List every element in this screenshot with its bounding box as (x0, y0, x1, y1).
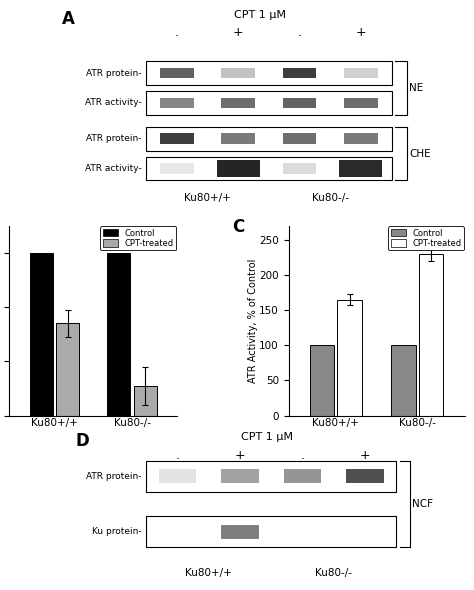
Text: A: A (62, 10, 75, 28)
Bar (146, 91, 392, 114)
Bar (146, 157, 392, 181)
Bar (158, 470, 196, 483)
Bar (134, 386, 157, 524)
Legend: Control, CPT-treated: Control, CPT-treated (388, 226, 464, 250)
Text: ATR activity-: ATR activity- (85, 99, 141, 107)
Bar (160, 97, 193, 108)
Bar (283, 97, 317, 108)
Bar (283, 163, 317, 174)
Bar (221, 470, 259, 483)
Text: D: D (75, 432, 89, 450)
Bar (160, 133, 193, 144)
Bar (344, 133, 378, 144)
Text: C: C (232, 218, 245, 236)
Bar (146, 127, 392, 150)
Bar (30, 253, 53, 524)
Bar (344, 68, 378, 78)
Bar (283, 470, 321, 483)
Text: ATR activity-: ATR activity- (85, 164, 141, 173)
Bar (391, 345, 416, 415)
Bar (217, 160, 260, 177)
Bar (283, 68, 317, 78)
Text: Ku80+/+: Ku80+/+ (185, 568, 232, 578)
Text: .: . (298, 27, 301, 40)
Text: .: . (175, 448, 179, 461)
Bar (344, 97, 378, 108)
Text: Ku80+/+: Ku80+/+ (184, 193, 231, 203)
Text: ATR protein-: ATR protein- (86, 68, 141, 78)
Bar (160, 68, 193, 78)
Bar (419, 254, 443, 415)
Bar (160, 163, 193, 174)
Bar (221, 133, 255, 144)
Legend: Control, CPT-treated: Control, CPT-treated (100, 226, 176, 250)
Bar (221, 525, 259, 539)
Bar (146, 516, 396, 547)
Text: ATR protein-: ATR protein- (86, 472, 141, 481)
Text: NE: NE (409, 83, 423, 93)
Bar (107, 253, 130, 524)
Text: +: + (233, 27, 244, 40)
Text: CHE: CHE (409, 149, 431, 159)
Text: CPT 1 μM: CPT 1 μM (234, 10, 286, 20)
Text: +: + (235, 448, 245, 461)
Bar (346, 470, 384, 483)
Bar (283, 133, 317, 144)
Bar (310, 345, 334, 415)
Text: Ku80-/-: Ku80-/- (312, 193, 349, 203)
Text: Ku protein-: Ku protein- (92, 527, 141, 536)
Text: ATR protein-: ATR protein- (86, 135, 141, 143)
Bar (146, 61, 392, 85)
Text: +: + (356, 27, 366, 40)
Bar (221, 68, 255, 78)
Text: Ku80-/-: Ku80-/- (315, 568, 352, 578)
Bar (146, 461, 396, 491)
Bar (339, 160, 383, 177)
Bar (221, 97, 255, 108)
Y-axis label: ATR Activity, % of Control: ATR Activity, % of Control (248, 258, 258, 383)
Text: +: + (360, 448, 370, 461)
Text: NCF: NCF (412, 499, 433, 509)
Bar (56, 323, 79, 524)
Text: CPT 1 μM: CPT 1 μM (241, 432, 292, 442)
Bar (337, 300, 362, 415)
Text: .: . (175, 27, 179, 40)
Text: .: . (301, 448, 304, 461)
